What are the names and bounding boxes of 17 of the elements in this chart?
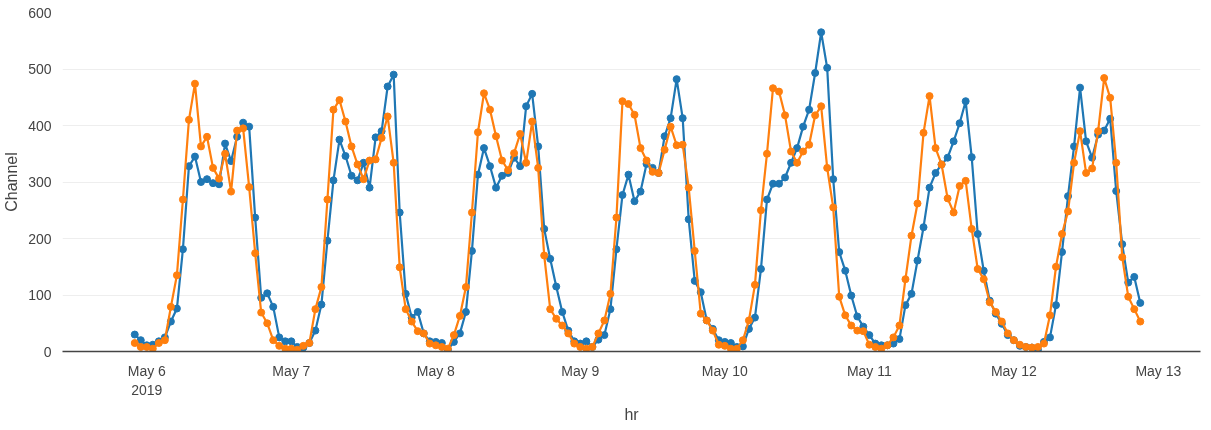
x-tick-label: May 9 [561, 362, 600, 379]
x-tick-label: May 13 [1135, 362, 1182, 379]
x-tick-label: May 6 2019 [127, 362, 167, 398]
y-tick-label: 100 [28, 287, 52, 303]
y-tick-label: 0 [43, 343, 52, 360]
y-tick-label: 400 [28, 117, 52, 134]
y-tick-label: 200 [28, 230, 52, 247]
x-tick-label: May 7 [272, 362, 311, 379]
y-tick-label: 500 [28, 61, 52, 77]
y-tick-label: 600 [28, 4, 52, 21]
x-tick-label: May 12 [990, 362, 1038, 379]
x-tick-label: May 8 [416, 362, 456, 379]
x-tick-label: May 11 [846, 362, 892, 379]
x-axis-title: hr [624, 405, 640, 423]
y-axis-title: Channel [3, 152, 21, 212]
y-tick-label: 300 [28, 174, 52, 190]
x-tick-label: May 10 [701, 362, 748, 379]
